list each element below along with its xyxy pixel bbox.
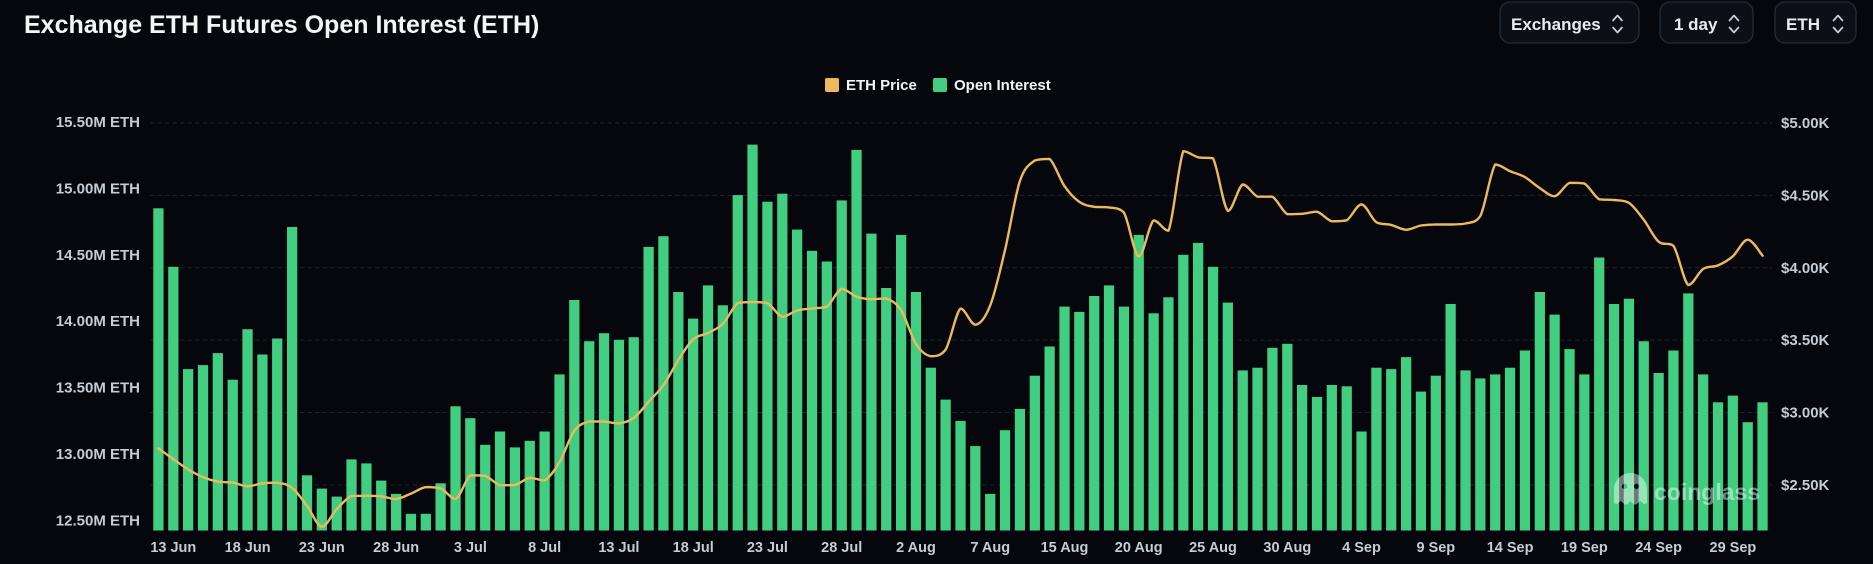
svg-text:15.00M ETH: 15.00M ETH	[56, 180, 140, 197]
svg-text:$4.50K: $4.50K	[1781, 187, 1830, 204]
svg-text:18 Jul: 18 Jul	[673, 540, 714, 556]
svg-text:12.50M ETH: 12.50M ETH	[56, 513, 140, 530]
svg-text:Open Interest: Open Interest	[954, 77, 1051, 94]
svg-text:coinglass: coinglass	[1654, 479, 1760, 505]
svg-text:14.50M ETH: 14.50M ETH	[56, 247, 140, 264]
svg-text:$4.00K: $4.00K	[1781, 260, 1830, 277]
svg-text:7 Aug: 7 Aug	[970, 540, 1010, 556]
svg-text:14.00M ETH: 14.00M ETH	[56, 313, 140, 330]
svg-text:30 Aug: 30 Aug	[1263, 540, 1311, 556]
svg-text:20 Aug: 20 Aug	[1115, 540, 1163, 556]
svg-text:$3.50K: $3.50K	[1781, 332, 1830, 349]
svg-text:28 Jun: 28 Jun	[373, 540, 419, 556]
svg-text:$5.00K: $5.00K	[1781, 115, 1830, 132]
svg-text:$3.00K: $3.00K	[1781, 405, 1830, 422]
svg-text:$2.50K: $2.50K	[1781, 477, 1830, 494]
svg-text:3 Jul: 3 Jul	[454, 540, 487, 556]
svg-text:2 Aug: 2 Aug	[896, 540, 936, 556]
svg-text:Exchanges: Exchanges	[1511, 15, 1601, 34]
svg-text:29 Sep: 29 Sep	[1710, 540, 1757, 556]
svg-text:24 Sep: 24 Sep	[1635, 540, 1682, 556]
svg-text:9 Sep: 9 Sep	[1416, 540, 1455, 556]
svg-text:ETH: ETH	[1786, 15, 1820, 34]
svg-text:14 Sep: 14 Sep	[1487, 540, 1534, 556]
svg-text:1 day: 1 day	[1674, 15, 1718, 34]
svg-text:18 Jun: 18 Jun	[225, 540, 271, 556]
svg-text:13 Jun: 13 Jun	[150, 540, 196, 556]
svg-text:19 Sep: 19 Sep	[1561, 540, 1608, 556]
svg-text:25 Aug: 25 Aug	[1189, 540, 1237, 556]
svg-text:13.00M ETH: 13.00M ETH	[56, 446, 140, 463]
svg-text:13 Jul: 13 Jul	[598, 540, 639, 556]
svg-text:15 Aug: 15 Aug	[1041, 540, 1089, 556]
svg-text:4 Sep: 4 Sep	[1342, 540, 1381, 556]
svg-text:8 Jul: 8 Jul	[528, 540, 561, 556]
svg-text:Exchange ETH Futures Open Inte: Exchange ETH Futures Open Interest (ETH)	[24, 11, 539, 39]
svg-text:13.50M ETH: 13.50M ETH	[56, 380, 140, 397]
svg-text:23 Jun: 23 Jun	[299, 540, 345, 556]
svg-text:ETH Price: ETH Price	[846, 77, 917, 94]
svg-text:28 Jul: 28 Jul	[821, 540, 862, 556]
svg-text:23 Jul: 23 Jul	[747, 540, 788, 556]
svg-text:15.50M ETH: 15.50M ETH	[56, 114, 140, 131]
